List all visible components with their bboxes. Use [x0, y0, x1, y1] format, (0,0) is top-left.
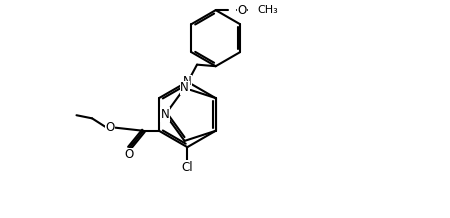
Text: O: O	[125, 148, 134, 161]
Text: N: N	[180, 82, 189, 94]
Text: CH₃: CH₃	[258, 5, 279, 15]
Text: O: O	[105, 121, 114, 134]
Text: N: N	[183, 75, 192, 88]
Text: O: O	[238, 4, 247, 17]
Text: Cl: Cl	[181, 161, 193, 174]
Text: N: N	[161, 108, 170, 121]
